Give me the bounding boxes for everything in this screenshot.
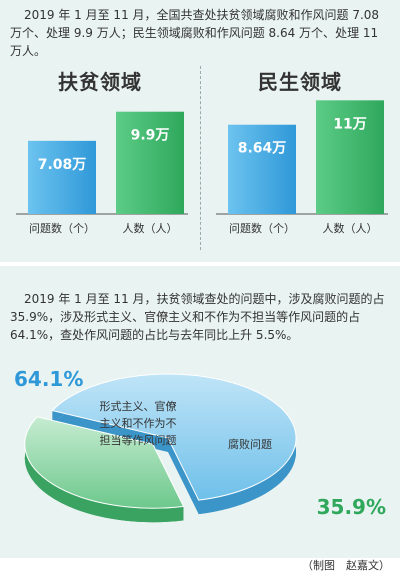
- chart-title-poverty: 扶贫领域: [58, 70, 142, 94]
- bar-value-label-livelihood-1: 11万: [333, 116, 366, 132]
- pie-slice-label-1: 腐败问题: [228, 437, 272, 451]
- chart-divider: [200, 66, 201, 250]
- pie-slice-1: [24, 416, 185, 509]
- bar-category-label-poverty-0: 问题数（个）: [29, 222, 95, 235]
- bar-value-label-livelihood-0: 8.64万: [238, 141, 287, 157]
- bar-category-label-livelihood-1: 人数（人）: [323, 222, 378, 235]
- credit: （制图 赵嘉文）: [302, 559, 390, 572]
- pie-value-label-0: 64.1%: [14, 367, 83, 391]
- pie-slice-label-0: 形式主义、官僚主义和不作为不担当等作风问题: [100, 399, 177, 447]
- bar-livelihood-1: [316, 100, 384, 214]
- bar-category-label-livelihood-0: 问题数（个）: [229, 222, 295, 235]
- pie-description: 2019 年 1 月至 11 月，扶贫领域查处的问题中，涉及腐败问题的占 35.…: [10, 292, 385, 342]
- pie-value-label-1: 35.9%: [317, 495, 386, 519]
- bar-poverty-0: [28, 140, 96, 214]
- intro-text: 2019 年 1 月至 11 月，全国共查处扶贫领域腐败和作风问题 7.08 万…: [10, 8, 380, 58]
- bar-value-label-poverty-1: 9.9万: [131, 128, 170, 144]
- pie-chart: 形式主义、官僚主义和不作为不担当等作风问题腐败问题 64.1% 35.9%: [14, 367, 386, 523]
- chart-title-livelihood: 民生领域: [258, 70, 342, 94]
- bar-poverty-1: [116, 111, 184, 214]
- pie-slice-0: [51, 373, 297, 501]
- pie-slice-rim-1: [24, 416, 184, 523]
- bar-livelihood-0: [228, 124, 296, 214]
- bar-value-label-poverty-0: 7.08万: [38, 157, 87, 173]
- bar-category-label-poverty-1: 人数（人）: [123, 222, 178, 235]
